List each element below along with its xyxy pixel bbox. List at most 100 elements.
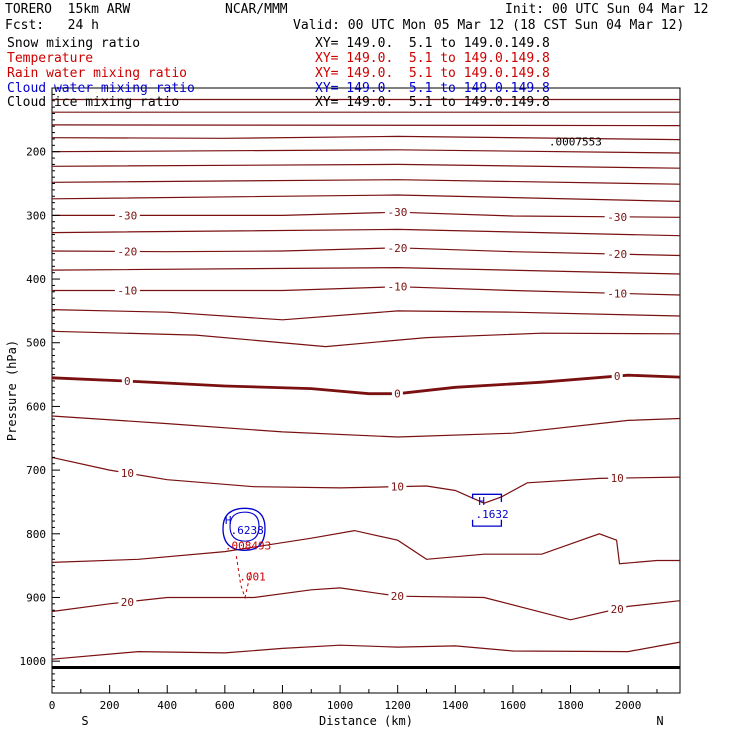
xy-range-temperature: XY= 149.0. 5.1 to 149.0.149.8	[315, 51, 550, 66]
contour-label-bg	[384, 206, 410, 218]
forecast-hour: Fcst: 24 h	[5, 18, 99, 33]
temperature-contour	[51, 309, 681, 321]
y-tick-label: 800	[26, 528, 46, 541]
x-tick-label: 1200	[384, 699, 411, 712]
annotation-label: H	[478, 495, 485, 508]
contour-label-bg	[121, 375, 133, 387]
contour-label-bg	[604, 248, 630, 260]
field-label-cloud-water: Cloud water mixing ratio	[7, 81, 195, 96]
valid-time: Valid: 00 UTC Mon 05 Mar 12 (18 CST Sun …	[293, 18, 685, 33]
contour-label: 0	[394, 388, 401, 401]
contour-label-bg	[114, 245, 140, 257]
temperature-contour	[51, 163, 681, 169]
model-label: TORERO 15km ARW	[5, 2, 131, 17]
temperature-contour	[51, 124, 681, 127]
init-time: Init: 00 UTC Sun 04 Mar 12	[505, 2, 709, 17]
y-tick-label: 300	[26, 209, 46, 222]
contour-label: -10	[117, 285, 137, 298]
contour-label: 10	[121, 467, 134, 480]
x-tick-label: 1400	[442, 699, 469, 712]
temperature-contour	[51, 247, 681, 257]
xy-range-rain: XY= 149.0. 5.1 to 149.0.149.8	[315, 66, 550, 81]
plot-frame	[51, 87, 681, 694]
temperature-contour	[51, 135, 681, 141]
cloud-water-contour	[222, 507, 266, 551]
x-tick-label: 200	[100, 699, 120, 712]
x-tick-label: 600	[215, 699, 235, 712]
y-tick-label: 700	[26, 464, 46, 477]
field-label-snow: Snow mixing ratio	[7, 36, 141, 51]
temperature-contour	[51, 641, 681, 660]
x-axis-title: Distance (km)	[319, 714, 413, 728]
contour-label-bg	[388, 590, 407, 602]
temperature-contour	[51, 456, 681, 504]
annotation-label: .6238	[231, 524, 264, 537]
annotation-label: .008493	[225, 540, 271, 553]
contour-label-bg	[611, 370, 623, 382]
annotation-label: .1632	[475, 508, 508, 521]
contour-label-bg	[118, 595, 137, 607]
contour-label-bg	[608, 602, 627, 614]
annotation-label: .0007553	[549, 135, 602, 148]
contour-label: -30	[607, 211, 627, 224]
header: TORERO 15km ARW NCAR/MMM Init: 00 UTC Su…	[0, 0, 740, 115]
x-tick-label: 0	[49, 699, 56, 712]
y-tick-label: 200	[26, 146, 46, 159]
contour-label-bg	[388, 480, 407, 492]
y-tick-label: 1000	[20, 655, 47, 668]
temperature-contour	[51, 373, 681, 396]
north-label: N	[656, 714, 663, 728]
temperature-contour	[51, 228, 681, 237]
temperature-contour	[51, 330, 681, 348]
y-tick-label: 500	[26, 337, 46, 350]
contour-label: 20	[391, 590, 404, 603]
y-tick-label: 900	[26, 591, 46, 604]
temperature-contour	[51, 266, 681, 275]
temperature-contour	[52, 286, 681, 296]
contour-label: -30	[117, 209, 137, 222]
field-label-cloud-ice: Cloud ice mixing ratio	[7, 95, 180, 110]
contour-label-bg	[391, 387, 403, 399]
cloud-water-contour	[471, 519, 503, 527]
annotation-label: H	[225, 514, 232, 527]
y-tick-label: 600	[26, 400, 46, 413]
xy-range-cloud-water: XY= 149.0. 5.1 to 149.0.149.8	[315, 81, 550, 96]
cloud-water-contour	[471, 493, 503, 502]
field-label-rain: Rain water mixing ratio	[7, 66, 188, 81]
x-tick-label: 2000	[615, 699, 642, 712]
contour-label-bg	[604, 210, 630, 222]
x-tick-label: 1600	[500, 699, 527, 712]
temperature-contour	[52, 211, 681, 218]
xy-range-snow: XY= 149.0. 5.1 to 149.0.149.8	[315, 36, 550, 51]
contour-label: 10	[611, 472, 624, 485]
contour-label: -10	[607, 287, 627, 300]
xy-range-cloud-ice: XY= 149.0. 5.1 to 149.0.149.8	[315, 95, 550, 110]
contour-label-bg	[608, 472, 627, 484]
contour-label: 0	[614, 370, 621, 383]
y-axis-title: Pressure (hPa)	[5, 340, 19, 441]
x-tick-label: 800	[273, 699, 293, 712]
temperature-contour	[51, 415, 681, 438]
temperature-contour	[51, 149, 681, 154]
contour-label: 20	[611, 603, 624, 616]
contour-label-bg	[384, 241, 410, 253]
contour-label-bg	[604, 287, 630, 299]
x-tick-label: 1800	[557, 699, 584, 712]
field-label-temperature: Temperature	[7, 51, 94, 66]
contour-label: -20	[607, 248, 627, 261]
x-tick-label: 1000	[327, 699, 354, 712]
contour-label: -20	[117, 245, 137, 258]
contour-label: 0	[124, 375, 131, 388]
temperature-contour	[51, 179, 681, 185]
temperature-contour	[51, 529, 680, 565]
contour-label-bg	[114, 209, 140, 221]
temperature-contour	[51, 587, 681, 621]
cloud-water-contour	[229, 511, 260, 542]
rain-contour	[235, 556, 252, 600]
contour-label-bg	[114, 284, 140, 296]
contour-label: -30	[387, 206, 407, 219]
contour-label-bg	[118, 467, 137, 479]
y-tick-label: 400	[26, 273, 46, 286]
south-label: S	[81, 714, 88, 728]
